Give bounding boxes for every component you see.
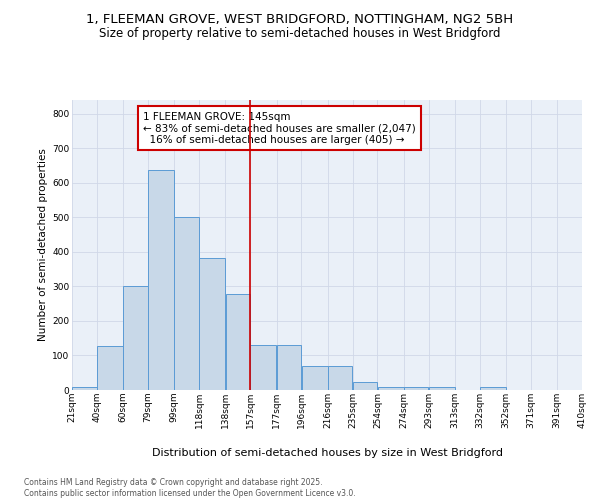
Text: Distribution of semi-detached houses by size in West Bridgford: Distribution of semi-detached houses by … — [151, 448, 503, 458]
Bar — [226, 294, 250, 390]
Bar — [353, 382, 377, 390]
Text: 1 FLEEMAN GROVE: 145sqm
← 83% of semi-detached houses are smaller (2,047)
  16% : 1 FLEEMAN GROVE: 145sqm ← 83% of semi-de… — [143, 112, 416, 145]
Bar — [175, 216, 199, 390]
Bar — [328, 366, 352, 390]
Text: 1, FLEEMAN GROVE, WEST BRIDGFORD, NOTTINGHAM, NG2 5BH: 1, FLEEMAN GROVE, WEST BRIDGFORD, NOTTIN… — [86, 12, 514, 26]
Bar — [277, 345, 301, 390]
Text: Contains HM Land Registry data © Crown copyright and database right 2025.
Contai: Contains HM Land Registry data © Crown c… — [24, 478, 356, 498]
Bar — [429, 387, 455, 390]
Bar — [302, 366, 328, 390]
Bar — [72, 387, 97, 390]
Bar — [97, 346, 123, 390]
Bar — [250, 345, 277, 390]
Bar — [404, 387, 428, 390]
Bar — [148, 170, 174, 390]
Y-axis label: Number of semi-detached properties: Number of semi-detached properties — [38, 148, 48, 342]
Text: Size of property relative to semi-detached houses in West Bridgford: Size of property relative to semi-detach… — [99, 28, 501, 40]
Bar — [123, 286, 148, 390]
Bar — [199, 258, 225, 390]
Bar — [480, 387, 506, 390]
Bar — [377, 386, 404, 390]
